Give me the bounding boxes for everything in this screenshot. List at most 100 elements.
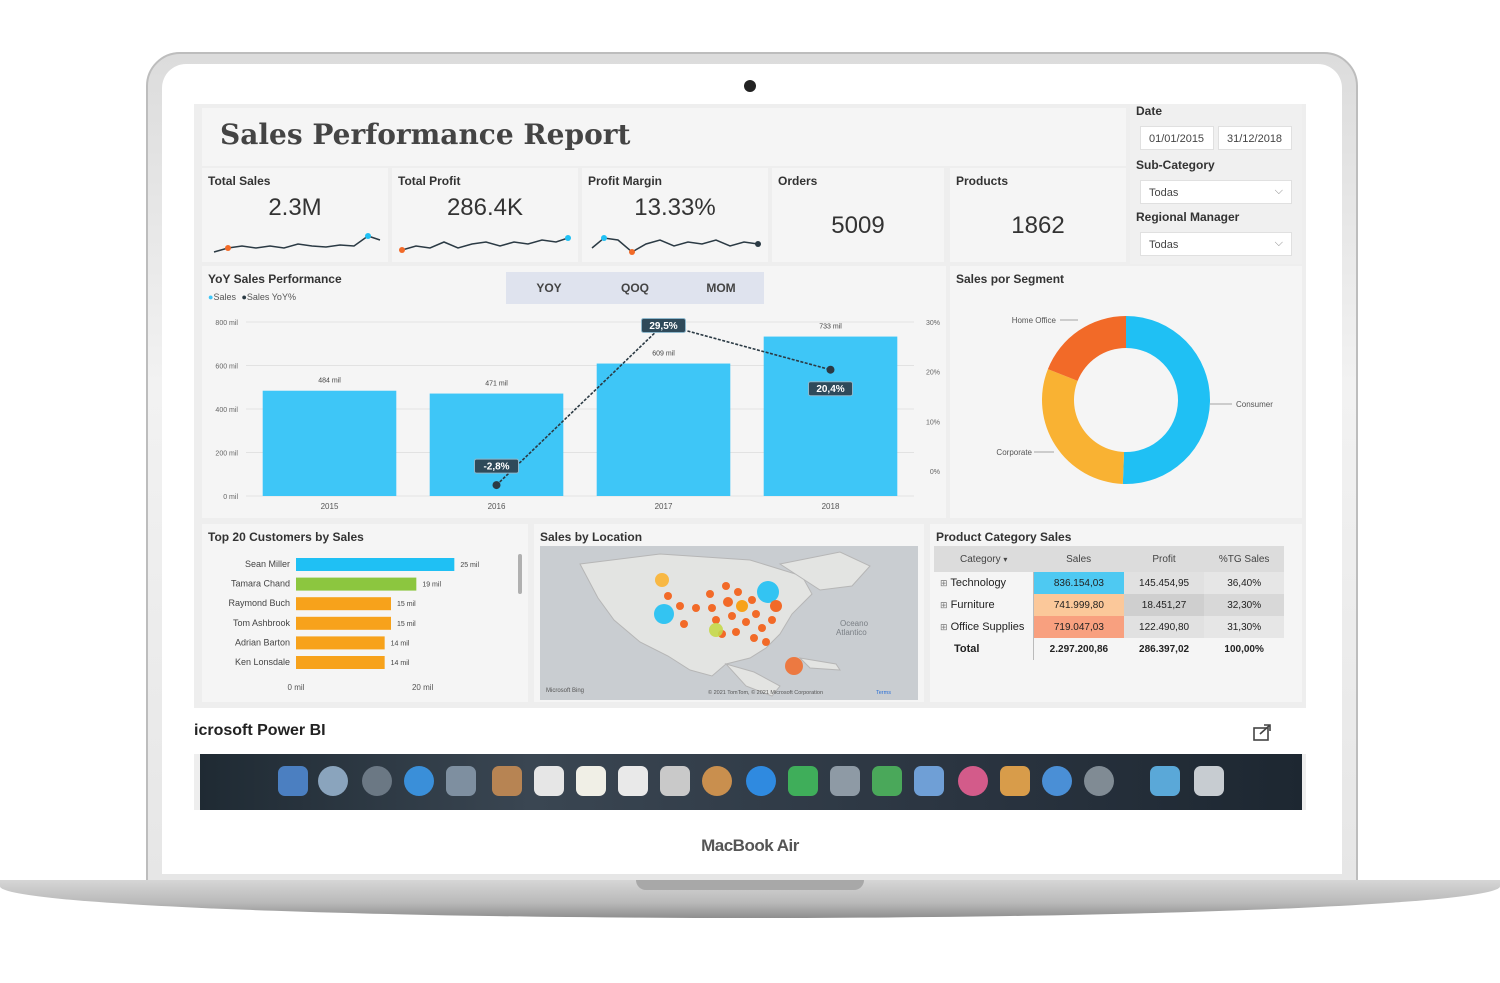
segment-slice[interactable] <box>1047 316 1126 381</box>
segment-slice[interactable] <box>1122 316 1210 484</box>
screen: Sales Performance Report Date 01/01/2015… <box>194 104 1306 810</box>
safari-icon[interactable] <box>404 766 434 796</box>
x-tick-label: 0 mil <box>288 683 305 692</box>
segment-slice[interactable] <box>1042 369 1125 484</box>
yoy-button[interactable]: YOY <box>536 281 562 295</box>
dashboard-icon[interactable] <box>318 766 348 796</box>
total-pct: 100,00% <box>1224 643 1264 655</box>
downloads-folder-icon[interactable] <box>1150 766 1180 796</box>
sales-cell: 836.154,03 <box>1033 572 1124 594</box>
yoy-data-label: -2,8% <box>483 462 509 473</box>
maps-icon[interactable] <box>660 766 690 796</box>
regional-manager-label: Regional Manager <box>1136 210 1240 224</box>
bar-data-label: 25 mil <box>460 562 479 569</box>
chart-title: Sales by Location <box>540 530 643 544</box>
customer-bar[interactable] <box>296 558 455 571</box>
launchpad-icon[interactable] <box>362 766 392 796</box>
bar-data-label: 733 mil <box>819 324 842 331</box>
kpi-label: Orders <box>778 174 818 188</box>
customer-bar[interactable] <box>296 597 391 611</box>
expand-plus-icon[interactable]: ⊞ <box>940 600 948 610</box>
kpi-label: Total Profit <box>398 174 461 188</box>
date-end-input[interactable]: 31/12/2018 <box>1218 126 1292 150</box>
customer-bar[interactable] <box>296 636 385 650</box>
sales-bar[interactable] <box>262 390 397 496</box>
share-icon[interactable] <box>1252 722 1274 742</box>
x-tick-label: 2016 <box>488 502 506 511</box>
bar-data-label: 14 mil <box>391 660 410 667</box>
date-start-input[interactable]: 01/01/2015 <box>1140 126 1214 150</box>
messages-icon[interactable] <box>746 766 776 796</box>
y2-tick-label: 20% <box>926 370 940 377</box>
customer-bar[interactable] <box>296 656 385 669</box>
trash-icon[interactable] <box>1194 766 1224 796</box>
reminders-icon[interactable] <box>618 766 648 796</box>
table-row[interactable]: ⊞ Office Supplies 719.047,03 122.490,80 … <box>934 616 1284 638</box>
contacts-icon[interactable] <box>492 766 522 796</box>
expand-plus-icon[interactable]: ⊞ <box>940 622 948 632</box>
customer-bar[interactable] <box>296 616 391 630</box>
legend-sales-yoy: Sales YoY% <box>246 292 296 302</box>
slice-label: Consumer <box>1236 400 1273 409</box>
sub-category-value: Todas <box>1149 187 1179 199</box>
facetime-icon[interactable] <box>788 766 818 796</box>
column-header-label: Category <box>960 553 1001 565</box>
yoy-sales-tile: YoY Sales Performance ●Sales ●Sales YoY%… <box>202 266 946 518</box>
pages-icon[interactable] <box>914 766 944 796</box>
y2-tick-label: 10% <box>926 419 940 426</box>
expand-plus-icon[interactable]: ⊞ <box>940 578 948 588</box>
sales-map[interactable]: Oceano Atlantico Microsoft Bing © 2021 To… <box>540 546 918 700</box>
column-header-sales[interactable]: Sales <box>1033 546 1124 572</box>
map-tile: Sales by Location <box>534 524 924 702</box>
calendar-icon[interactable] <box>534 766 564 796</box>
chart-legend: ●Sales ●Sales YoY% <box>208 292 296 302</box>
total-profit: 286.397,02 <box>1139 643 1190 655</box>
system-preferences-icon[interactable] <box>1084 766 1114 796</box>
scrollbar[interactable] <box>518 554 522 594</box>
sub-category-dropdown[interactable]: Todas ⌵ <box>1140 180 1292 204</box>
column-header-category[interactable]: Category ▾ <box>934 546 1034 572</box>
yoy-data-label: 20,4% <box>816 384 844 395</box>
kpi-total-profit: Total Profit 286.4K <box>392 168 578 262</box>
date-filter-label: Date <box>1136 104 1163 118</box>
kpi-value: 286.4K <box>446 194 524 221</box>
regional-manager-dropdown[interactable]: Todas ⌵ <box>1140 232 1292 256</box>
table-row[interactable]: ⊞ Technology 836.154,03 145.454,95 36,40… <box>934 572 1284 594</box>
column-header-profit[interactable]: Profit <box>1123 546 1205 572</box>
app-store-icon[interactable] <box>1042 766 1072 796</box>
yoy-label-box <box>641 317 686 333</box>
y2-tick-label: 0% <box>930 469 940 476</box>
kpi-value: 5009 <box>831 212 885 239</box>
qoq-button[interactable]: QOQ <box>620 281 649 295</box>
ocean-label-line1: Oceano <box>840 619 869 628</box>
x-tick-label: 20 mil <box>412 683 434 692</box>
category-cell: Office Supplies <box>950 621 1025 633</box>
column-header-pct[interactable]: %TG Sales <box>1204 546 1284 572</box>
y2-tick-label: 30% <box>926 320 940 327</box>
sales-bar[interactable] <box>429 393 564 496</box>
notes-icon[interactable] <box>576 766 606 796</box>
sales-bar[interactable] <box>596 363 731 496</box>
photos-icon[interactable] <box>702 766 732 796</box>
ibooks-icon[interactable] <box>1000 766 1030 796</box>
segment-donut-chart: Consumer Corporate Home Office <box>996 316 1273 484</box>
customer-bar[interactable] <box>296 577 417 591</box>
mail-icon[interactable] <box>446 766 476 796</box>
keynote-icon[interactable] <box>830 766 860 796</box>
y-tick-label: 800 mil <box>215 320 238 327</box>
legend-dot-icon: ● <box>208 292 214 302</box>
itunes-icon[interactable] <box>958 766 988 796</box>
finder-icon[interactable] <box>278 766 308 796</box>
mom-button[interactable]: MOM <box>706 281 736 295</box>
numbers-icon[interactable] <box>872 766 902 796</box>
yoy-point[interactable] <box>492 481 501 490</box>
chart-title: Top 20 Customers by Sales <box>208 530 364 544</box>
map-terms-link[interactable]: Terms <box>876 690 891 696</box>
legend-sales: Sales <box>213 292 236 302</box>
yoy-point[interactable] <box>826 365 835 374</box>
top-customers-chart: Sean Miller 25 mil Tamara Chand 19 mil Raymo… <box>228 558 479 692</box>
device-label: MacBook Air <box>701 836 799 855</box>
table-row[interactable]: ⊞ Furniture 741.999,80 18.451,27 32,30% <box>934 594 1284 616</box>
sales-bar[interactable] <box>763 336 898 496</box>
ocean-label: Oceano Atlantico <box>836 619 869 637</box>
